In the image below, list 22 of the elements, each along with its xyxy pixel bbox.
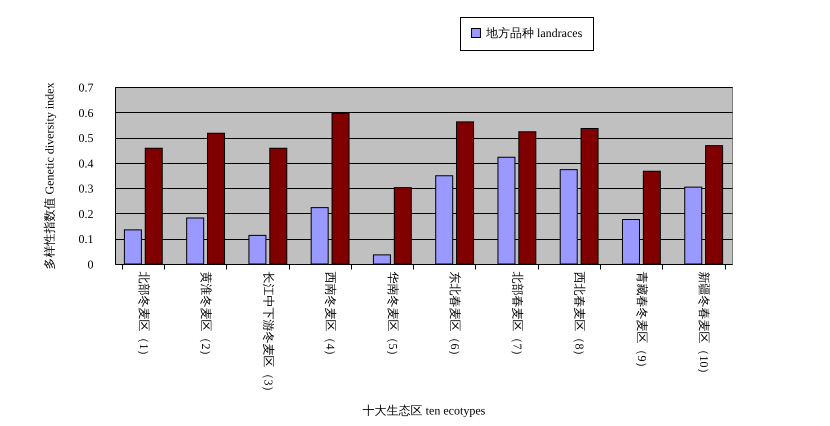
x-tick-label: 新疆冬春麦区（10）	[697, 272, 712, 380]
x-tick-label: 东北春麦区（6）	[448, 272, 462, 362]
x-tick-label: 西南冬麦区（4）	[324, 272, 338, 362]
x-tick-label: 西北春麦区（8）	[572, 272, 587, 362]
y-tick-label: 0.6	[78, 106, 94, 120]
y-tick-label: 0.7	[78, 80, 94, 94]
legend-label: 地方品种 landraces	[485, 26, 583, 40]
y-tick-label: 0.3	[78, 182, 94, 196]
x-tick-label: 长江中下游冬麦区（3）	[261, 272, 276, 398]
y-tick-label: 0	[88, 258, 94, 272]
x-tick-label: 北部春麦区（7）	[510, 272, 524, 362]
y-tick-label: 0.1	[78, 232, 94, 246]
x-tick-label: 青藏春冬麦区（9）	[634, 272, 649, 374]
y-tick-label: 0.4	[78, 156, 94, 170]
y-axis-title: 多样性指数值 Genetic diversity index	[42, 82, 56, 270]
x-axis-title: 十大生态区 ten ecotypes	[362, 404, 486, 418]
x-tick-label: 华南冬麦区（5）	[386, 272, 400, 362]
bar	[372, 254, 391, 264]
y-tick-label: 0.2	[78, 206, 94, 221]
x-tick-label: 北部冬麦区（1）	[136, 272, 151, 362]
x-tick-label: 黄淮冬麦区（2）	[199, 272, 214, 362]
y-tick-label: 0.5	[78, 131, 94, 146]
